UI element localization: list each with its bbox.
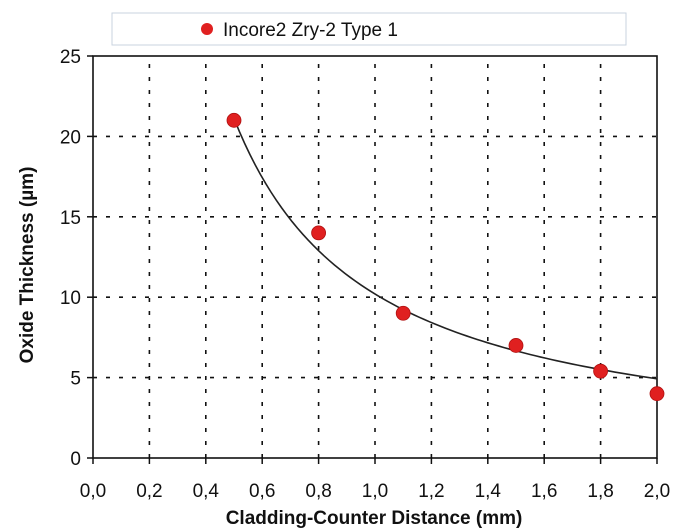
x-tick-labels: 0,0 0,2 0,4 0,6 0,8 1,0 1,2 1,4 1,6 1,8 2,0 [80,481,670,502]
y-tick-labels: 0 5 10 15 20 25 [60,47,81,470]
grid-lines [93,56,657,458]
legend-label: Incore2 Zry-2 Type 1 [223,20,398,41]
y-tick-label: 25 [60,47,81,68]
legend: Incore2 Zry-2 Type 1 [111,12,627,46]
y-tick-label: 10 [60,288,81,309]
x-tick-label: 1,2 [418,481,444,502]
y-axis-title: Oxide Thickness (µm) [17,167,38,364]
x-tick-label: 0,0 [80,481,106,502]
x-axis-title: Cladding-Counter Distance (mm) [226,508,523,529]
x-tick-label: 1,8 [587,481,613,502]
axes [87,55,658,464]
data-points [226,112,665,402]
y-tick-label: 20 [60,127,81,148]
legend-marker [201,23,213,35]
y-tick-label: 15 [60,208,81,229]
data-point [649,386,665,402]
x-tick-label: 0,6 [249,481,275,502]
data-point [311,225,327,241]
x-tick-label: 2,0 [644,481,670,502]
data-point [226,112,242,128]
x-tick-label: 1,0 [362,481,388,502]
plot-frame [92,55,658,459]
trendline-curve [233,118,658,380]
x-tick-label: 1,6 [531,481,557,502]
trendline [233,118,658,380]
data-point [395,305,411,321]
y-tick-label: 0 [70,449,81,470]
x-tick-label: 1,4 [475,481,502,502]
data-point [508,338,524,353]
x-tick-label: 0,2 [136,481,162,502]
legend-box [111,12,627,46]
y-tick-label: 5 [70,369,81,390]
data-point [593,363,608,379]
x-tick-label: 0,4 [193,481,220,502]
x-tick-label: 0,8 [305,481,331,502]
